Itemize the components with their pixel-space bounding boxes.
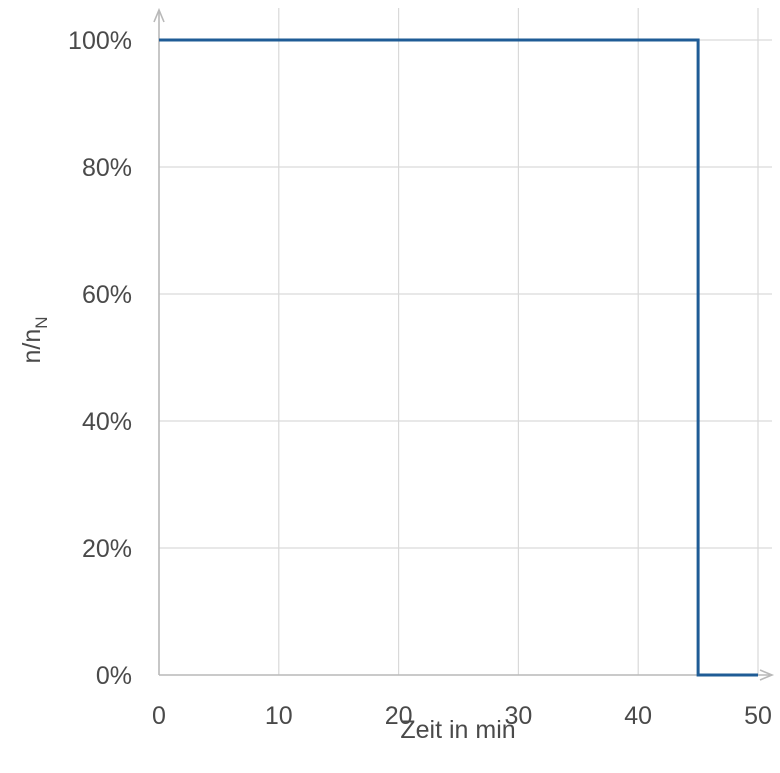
- y-axis-title-group: n/nN: [18, 316, 51, 363]
- series-layer: [159, 38, 758, 677]
- x-tick-label: 50: [744, 702, 772, 730]
- y-tick-label: 20%: [82, 535, 132, 563]
- y-axis-title: n/nN: [18, 316, 51, 363]
- axes: [153, 7, 775, 681]
- y-axis-arrow: [153, 7, 165, 23]
- x-tick-label: 30: [504, 702, 532, 730]
- x-tick-label: 20: [385, 702, 413, 730]
- y-axis-title-main: n/n: [18, 329, 46, 364]
- y-tick-label: 80%: [82, 154, 132, 182]
- y-tick-label: 40%: [82, 408, 132, 436]
- y-tick-label: 60%: [82, 281, 132, 309]
- grid: [159, 8, 772, 675]
- x-tick-label: 10: [265, 702, 293, 730]
- y-tick-label: 100%: [68, 27, 132, 55]
- series-line: [159, 38, 758, 677]
- x-tick-label: 0: [152, 702, 166, 730]
- x-axis-title: Zeit in min: [400, 716, 515, 744]
- y-axis-title-subscript: N: [32, 316, 51, 328]
- x-axis-arrow: [759, 669, 775, 681]
- tick-labels: 0 10 20 30 40 50 0% 20% 40% 60% 80% 100%: [68, 27, 772, 730]
- y-tick-label: 0%: [96, 662, 132, 690]
- x-tick-label: 40: [624, 702, 652, 730]
